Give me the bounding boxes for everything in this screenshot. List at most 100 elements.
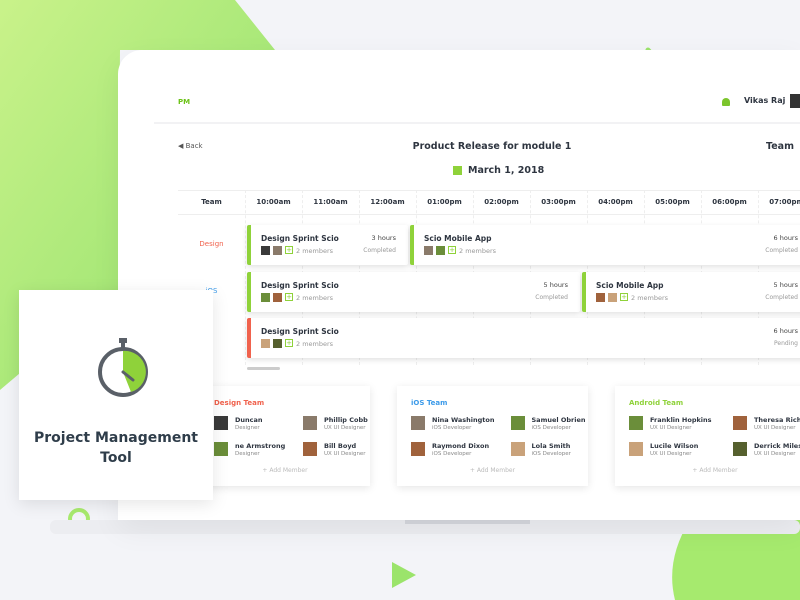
member-role: iOS Developer <box>432 425 472 431</box>
member-avatar <box>629 442 643 456</box>
task-name: Design Sprint Scio <box>261 327 339 336</box>
task-status: Completed <box>535 294 568 301</box>
member-role: iOS Developer <box>531 451 571 457</box>
date-marker <box>453 166 462 175</box>
bell-icon[interactable] <box>722 98 730 106</box>
team-column-header: Team <box>201 198 222 206</box>
member-avatar <box>510 416 525 430</box>
task-members: 2 members <box>296 294 334 302</box>
task-card[interactable]: Design Sprint Scio +2 members 3 hours Compl… <box>247 225 408 265</box>
task-card[interactable]: Scio Mobile App +2 members 6 hours Complete… <box>410 225 800 265</box>
member-avatar <box>411 416 425 430</box>
task-hours: 6 hours <box>773 327 798 335</box>
task-color-bar <box>582 272 586 312</box>
member-name: Duncan <box>235 416 263 424</box>
task-members: 2 members <box>459 247 497 255</box>
column-line <box>245 190 246 365</box>
member-avatar <box>436 246 445 255</box>
task-card[interactable]: Design Sprint Scio +2 members 5 hours Compl… <box>247 272 580 312</box>
time-label: 04:00pm <box>598 198 633 206</box>
task-status: Completed <box>765 247 798 254</box>
task-members: 2 members <box>296 340 334 348</box>
add-member-link[interactable]: + Add Member <box>262 467 308 474</box>
task-status: Completed <box>363 247 396 254</box>
member-name: Derrick Miles <box>754 442 800 450</box>
scrollbar[interactable] <box>247 367 280 370</box>
time-label: 02:00pm <box>484 198 519 206</box>
member-name: Lucile Wilson <box>650 442 699 450</box>
stopwatch-icon <box>98 338 148 397</box>
task-color-bar <box>410 225 414 265</box>
member-avatar <box>214 442 228 456</box>
add-member-button[interactable]: + <box>448 246 456 254</box>
task-hours: 6 hours <box>773 234 798 242</box>
user-name[interactable]: Vikas Raj <box>744 96 786 105</box>
task-hours: 3 hours <box>371 234 396 242</box>
member-avatar <box>733 442 747 456</box>
promo-card: Project Management Tool <box>19 290 213 500</box>
member-name: Nina Washington <box>432 416 495 424</box>
user-avatar[interactable] <box>790 94 800 108</box>
time-label: 01:00pm <box>427 198 462 206</box>
logo[interactable]: PM <box>178 98 191 106</box>
task-status: Pending <box>774 340 798 347</box>
member-name: Franklin Hopkins <box>650 416 712 424</box>
member-avatar <box>303 416 317 430</box>
divider <box>154 122 800 124</box>
member-avatar <box>273 339 282 348</box>
member-avatar <box>261 293 270 302</box>
member-avatar <box>261 339 270 348</box>
member-name: Phillip Cobb <box>324 416 368 424</box>
member-role: UX UI Designer <box>650 425 692 431</box>
member-avatar <box>596 293 605 302</box>
task-name: Design Sprint Scio <box>261 234 339 243</box>
back-text[interactable]: Back <box>185 142 203 150</box>
time-label: 07:00pm <box>769 198 800 206</box>
member-avatar <box>411 442 425 456</box>
member-name: Samuel Obrien <box>531 416 586 424</box>
page-title: Product Release for module 1 <box>412 141 572 152</box>
member-avatar <box>629 416 643 430</box>
team-card: Android Team Franklin Hopkins UX UI Design… <box>615 386 800 486</box>
row-team-label: Design <box>199 240 224 248</box>
member-avatar <box>608 293 617 302</box>
task-card[interactable]: Design Sprint Scio +2 members 6 hours Pendi… <box>247 318 800 358</box>
member-name: Bill Boyd <box>324 442 357 450</box>
task-members: 2 members <box>296 247 334 255</box>
member-role: Designer <box>235 425 260 431</box>
team-heading: Team <box>766 141 794 152</box>
add-member-link[interactable]: + Add Member <box>469 467 516 474</box>
member-avatar <box>303 442 317 456</box>
add-member-button[interactable]: + <box>620 293 628 301</box>
team-name: iOS Team <box>411 399 448 407</box>
back-link[interactable]: ◀ Back <box>178 142 203 150</box>
member-avatar <box>273 246 282 255</box>
add-member-button[interactable]: + <box>285 339 293 347</box>
task-hours: 5 hours <box>773 281 798 289</box>
date[interactable]: March 1, 2018 <box>468 165 545 176</box>
task-members: 2 members <box>631 294 669 302</box>
time-label: 11:00am <box>313 198 348 206</box>
member-avatar <box>273 293 282 302</box>
task-color-bar <box>247 318 251 358</box>
task-name: Scio Mobile App <box>596 281 664 290</box>
time-label: 12:00am <box>370 198 405 206</box>
member-avatar <box>510 442 525 456</box>
add-member-link[interactable]: + Add Member <box>692 467 738 474</box>
task-card[interactable]: Scio Mobile App +2 members 5 hours Complete… <box>582 272 800 312</box>
member-role: Designer <box>235 451 260 457</box>
add-member-button[interactable]: + <box>285 246 293 254</box>
time-label: 06:00pm <box>712 198 747 206</box>
task-color-bar <box>247 225 251 265</box>
task-hours: 5 hours <box>543 281 568 289</box>
add-member-button[interactable]: + <box>285 293 293 301</box>
app-screen: PM Vikas Raj ◀ Back Product Release for … <box>118 50 800 520</box>
member-role: iOS Developer <box>531 425 571 431</box>
task-color-bar <box>247 272 251 312</box>
member-role: UX UI Designer <box>650 451 692 457</box>
task-name: Scio Mobile App <box>424 234 492 243</box>
member-role: UX UI Designer <box>324 425 366 431</box>
task-name: Design Sprint Scio <box>261 281 339 290</box>
member-name: Theresa Richards <box>754 416 800 424</box>
member-name: Lola Smith <box>531 442 571 450</box>
